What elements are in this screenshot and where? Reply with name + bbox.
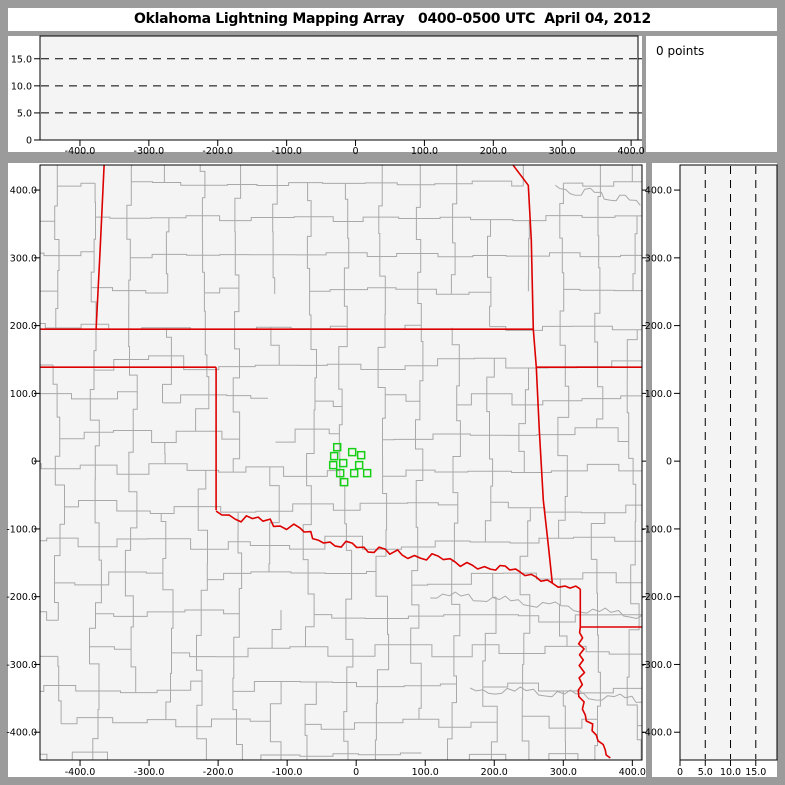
tick-label: 100.0: [10, 389, 37, 400]
tick-label: -300.0: [134, 146, 165, 157]
state-border-red-river-tx-ar: [551, 582, 581, 590]
station-marker: [328, 460, 338, 470]
tick-label: -200.0: [203, 767, 234, 778]
tick-label: -400.0: [65, 767, 96, 778]
station-marker: [339, 477, 349, 487]
tick-label: 400.0: [618, 146, 645, 157]
tick-label: 200.0: [10, 321, 37, 332]
tick-label: 100.0: [645, 389, 672, 400]
top-plot-border: [39, 35, 639, 141]
rivers: [430, 184, 642, 703]
tick-label: 100.0: [411, 146, 438, 157]
station-marker: [356, 450, 366, 460]
map-layers: [40, 165, 642, 760]
tick-label: 200.0: [481, 767, 508, 778]
tick-label: 5.0: [17, 108, 32, 119]
tick-label: 5.0: [698, 767, 713, 778]
state-border-texas-louisiana-sabine: [577, 626, 611, 759]
tick-label: -100.0: [272, 767, 303, 778]
right-plot-area[interactable]: [680, 165, 777, 760]
station-marker: [354, 460, 364, 470]
tick-label: 15.0: [745, 767, 766, 778]
tick-label: 0: [677, 767, 683, 778]
station-marker: [362, 468, 372, 478]
points-box: [646, 36, 777, 152]
tick-label: -300.0: [641, 660, 672, 671]
tick-label: -200.0: [6, 592, 37, 603]
tick-label: -400.0: [6, 728, 37, 739]
map-border: [39, 164, 643, 761]
tick-label: 400.0: [10, 186, 37, 197]
tick-label: -100.0: [6, 524, 37, 535]
tick-label: 100.0: [412, 767, 439, 778]
tick-label: 15.0: [11, 54, 32, 65]
tick-label: 200.0: [480, 146, 507, 157]
tick-label: 300.0: [10, 253, 37, 264]
tick-label: 300.0: [550, 767, 577, 778]
window-title: Oklahoma Lightning Mapping Array 0400–05…: [8, 8, 777, 31]
tick-label: -200.0: [202, 146, 233, 157]
state-borders: [40, 165, 642, 759]
state-border-red-river-ok-tx: [215, 510, 553, 584]
station-marker: [335, 468, 345, 478]
tick-label: -200.0: [641, 592, 672, 603]
tick-label: -300.0: [6, 660, 37, 671]
tick-label: 300.0: [645, 253, 672, 264]
tick-label: 0: [353, 767, 359, 778]
river-line: [430, 591, 642, 619]
points-count-label: 0 points: [656, 44, 705, 58]
right-panel-alt-vs-ns: 400.0 300.0 200.0 100.0 0 -100.0 -200.0 -300.0 -…: [641, 164, 778, 778]
tick-label: 300.0: [549, 146, 576, 157]
tick-label: 200.0: [645, 321, 672, 332]
state-border-colorado-kansas-102W: [95, 165, 105, 330]
tick-label: -300.0: [134, 767, 165, 778]
tick-label: 10.0: [11, 81, 32, 92]
tick-label: 0: [353, 146, 359, 157]
county-boundaries: [40, 165, 642, 760]
station-marker: [329, 451, 339, 461]
river-line: [469, 686, 642, 703]
tick-label: -100.0: [271, 146, 302, 157]
tick-label: 400.0: [645, 186, 672, 197]
tick-label: -100.0: [641, 524, 672, 535]
right-plot-border: [679, 164, 778, 761]
tick-label: -400.0: [65, 146, 96, 157]
tick-label: -400.0: [641, 728, 672, 739]
river-line: [555, 184, 641, 206]
station-marker: [332, 442, 342, 452]
top-plot-area[interactable]: [40, 36, 638, 140]
station-marker: [338, 458, 348, 468]
lma-stations: [328, 442, 372, 487]
station-marker: [349, 468, 359, 478]
tick-label: 10.0: [720, 767, 741, 778]
station-marker: [347, 447, 357, 457]
tick-label: 0: [26, 136, 32, 147]
tick-label: 400.0: [619, 767, 646, 778]
tick-label: 0: [666, 457, 672, 468]
plan-view-map: 400.0 300.0 200.0 100.0 0 -100.0 -200.0 -300.0 -…: [6, 164, 646, 778]
top-panel-alt-vs-ew: 0 5.0 10.0 15.0 -400.0 -300.0 -200.0 -100.0 0 100…: [11, 35, 645, 157]
tick-label: 0: [31, 457, 37, 468]
